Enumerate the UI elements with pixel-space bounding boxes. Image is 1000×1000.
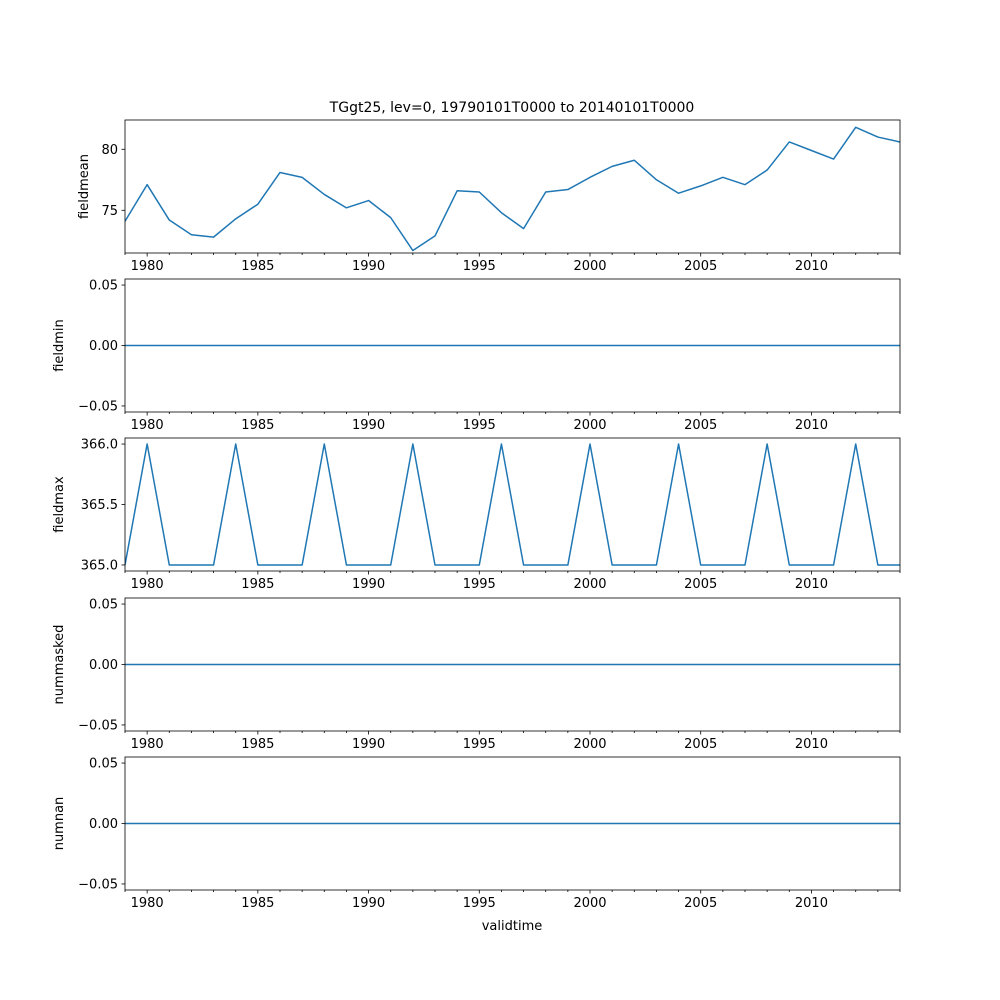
x-tick-label: 2005 [684,896,717,911]
x-tick-label: 1995 [463,418,496,433]
x-tick-label: 2010 [795,737,828,752]
x-tick-label: 1985 [241,737,274,752]
subplot-nummasked: 1980 1985 1990 1995 2000 2005 2010 −0.05 0.00 0.0… [52,597,901,752]
y-tick-label: 366.0 [81,438,118,453]
x-tick-label: 2010 [795,896,828,911]
axes-frame [124,119,901,254]
chart-title: TGgt25, lev=0, 19790101T0000 to 20140101… [329,100,695,116]
x-tick-label: 2000 [573,896,606,911]
y-tick-label: 0.05 [89,598,118,613]
y-axis-label: numnan [52,797,67,851]
axes-frame [124,278,901,413]
subplot-fieldmin: 1980 1985 1990 1995 2000 2005 2010 −0.05 0.00 0.0… [52,278,901,433]
x-tick-label: 1985 [241,577,274,592]
y-tick-label: 365.5 [81,498,118,513]
x-tick-label: 2005 [684,577,717,592]
y-tick-label: 365.0 [81,558,118,573]
y-axis-label: fieldmax [52,476,67,533]
y-tick-label: 0.00 [89,339,118,354]
x-tick-label: 1995 [463,577,496,592]
y-tick-label: 0.05 [89,279,118,294]
x-tick-label: 1990 [352,896,385,911]
x-tick-label: 1995 [463,737,496,752]
y-tick-label: 0.00 [89,817,118,832]
x-tick-label: 2000 [573,577,606,592]
subplot-fieldmean: 1980 1985 1990 1995 2000 2005 2010 75 80 fieldmea… [77,119,901,274]
x-tick-label: 2010 [795,577,828,592]
x-tick-label: 1980 [131,577,164,592]
x-tick-label: 1985 [241,259,274,274]
x-tick-label: 2005 [684,259,717,274]
x-tick-label: 2010 [795,259,828,274]
x-tick-label: 2000 [573,259,606,274]
x-tick-label: 1990 [352,259,385,274]
x-tick-label: 1980 [131,418,164,433]
x-tick-label: 1990 [352,577,385,592]
x-tick-label: 1980 [131,737,164,752]
y-axis-label: fieldmin [52,319,67,372]
x-tick-label: 1985 [241,418,274,433]
y-tick-label: −0.05 [78,877,118,892]
x-tick-label: 1990 [352,418,385,433]
subplot-fieldmax: 1980 1985 1990 1995 2000 2005 2010 365.0 365.5 36… [52,437,901,592]
x-tick-label: 2005 [684,418,717,433]
axes-frame [124,597,901,732]
y-tick-label: −0.05 [78,399,118,414]
subplot-numnan: 1980 1985 1990 1995 2000 2005 2010 −0.05 0.00 0.0… [52,756,901,911]
x-tick-label: 1995 [463,259,496,274]
y-axis-label: nummasked [52,625,67,705]
x-tick-label: 1980 [131,896,164,911]
x-tick-label: 1985 [241,896,274,911]
series-line-fieldmean [125,126,900,252]
x-tick-label: 2010 [795,418,828,433]
y-tick-label: −0.05 [78,718,118,733]
x-axis-label: validtime [482,919,543,934]
x-tick-label: 2000 [573,418,606,433]
axes-frame [124,437,901,572]
x-tick-label: 2000 [573,737,606,752]
x-tick-label: 2005 [684,737,717,752]
x-tick-label: 1995 [463,896,496,911]
x-tick-label: 1990 [352,737,385,752]
y-tick-label: 75 [101,204,118,219]
y-tick-label: 80 [101,143,118,158]
subplots: 1980 1985 1990 1995 2000 2005 2010 75 80 fieldmea… [52,119,901,911]
series-line-fieldmax [125,443,900,566]
y-tick-label: 0.05 [89,757,118,772]
y-axis-label: fieldmean [77,154,92,219]
axes-frame [124,756,901,891]
x-tick-label: 1980 [131,259,164,274]
y-tick-label: 0.00 [89,658,118,673]
